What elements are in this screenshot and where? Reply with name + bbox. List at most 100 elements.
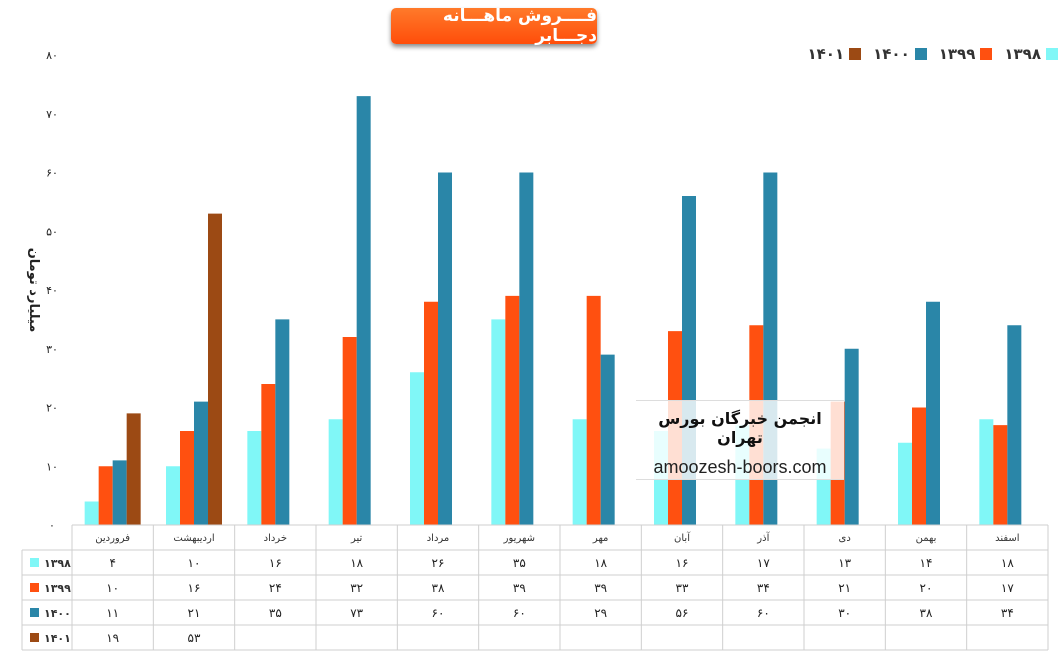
y-axis-label: میلیارد تومان xyxy=(26,248,41,333)
table-series-name: ۱۳۹۹ xyxy=(44,582,71,595)
data-label: ۱۸ xyxy=(350,556,363,570)
data-label: ۱۰ xyxy=(106,581,119,595)
data-label: ۷۳ xyxy=(350,606,363,620)
data-label: ۱۶ xyxy=(676,556,689,570)
bar xyxy=(342,337,357,525)
data-label: ۶۰ xyxy=(513,606,526,620)
legend-swatch xyxy=(914,48,927,60)
chart-title: فــــروش ماهـــانه دجـــابر xyxy=(391,6,597,46)
data-label: ۱۸ xyxy=(594,556,607,570)
bar xyxy=(247,431,262,525)
data-label: ۲۴ xyxy=(269,581,282,595)
y-tick-label: ۵۰ xyxy=(46,225,58,238)
legend-item: ۱۴۰۱ xyxy=(808,45,862,63)
x-tick-label: فروردین xyxy=(95,533,130,544)
bar xyxy=(261,384,276,525)
data-label: ۱۳ xyxy=(838,556,851,570)
data-label: ۳۸ xyxy=(920,606,933,620)
watermark: انجمن خبرگان بورس تهران amoozesh-boors.c… xyxy=(636,400,844,480)
table-series-name: ۱۴۰۰ xyxy=(44,607,71,620)
bar xyxy=(979,419,994,525)
watermark-url: amoozesh-boors.com xyxy=(653,457,827,477)
y-tick-label: ۰ xyxy=(49,519,55,532)
x-tick-label: خرداد xyxy=(264,533,287,544)
data-label: ۳۳ xyxy=(676,581,689,595)
bar xyxy=(898,442,912,525)
bar xyxy=(84,501,99,525)
bar xyxy=(166,466,180,525)
bar xyxy=(926,301,940,525)
data-label: ۳۹ xyxy=(513,581,526,595)
data-label: ۳۲ xyxy=(350,581,363,595)
bar xyxy=(572,419,587,525)
data-label: ۵۳ xyxy=(188,631,201,645)
data-label: ۲۱ xyxy=(838,581,851,595)
x-tick-label: آبان xyxy=(674,531,691,544)
bar xyxy=(275,319,290,525)
x-tick-label: مرداد xyxy=(427,533,450,544)
y-tick-label: ۷۰ xyxy=(46,108,58,121)
data-label: ۲۶ xyxy=(432,556,445,570)
legend-swatch xyxy=(849,48,862,60)
bar xyxy=(912,407,926,525)
y-tick-label: ۱۰ xyxy=(46,460,58,473)
bar xyxy=(519,172,534,525)
bar xyxy=(438,172,452,525)
bar xyxy=(424,301,438,525)
table-legend-swatch xyxy=(30,558,39,567)
bar xyxy=(1007,325,1022,525)
x-tick-label: اردیبهشت xyxy=(173,533,214,544)
legend-swatch xyxy=(980,48,993,60)
x-tick-label: اسفند xyxy=(995,533,1019,544)
x-tick-label: بهمن xyxy=(916,533,937,544)
data-label: ۳۴ xyxy=(1001,606,1014,620)
y-tick-label: ۴۰ xyxy=(46,284,58,297)
y-tick-label: ۲۰ xyxy=(46,402,58,415)
y-tick-label: ۳۰ xyxy=(46,343,58,356)
bar xyxy=(844,348,859,525)
legend-item: ۱۴۰۰ xyxy=(873,45,927,63)
data-label: ۶۰ xyxy=(432,606,445,620)
data-label: ۲۹ xyxy=(594,606,607,620)
bar xyxy=(112,460,127,525)
bar xyxy=(410,372,424,525)
data-label: ۳۹ xyxy=(594,581,607,595)
bar xyxy=(505,295,520,525)
y-tick-label: ۶۰ xyxy=(46,167,58,180)
x-tick-label: شهریور xyxy=(503,533,535,544)
bar xyxy=(586,295,601,525)
table-legend-swatch xyxy=(30,583,39,592)
data-label: ۱۶ xyxy=(269,556,282,570)
data-label: ۱۴ xyxy=(920,556,933,570)
bar xyxy=(491,319,506,525)
bar xyxy=(180,431,194,525)
data-label: ۶۰ xyxy=(757,606,770,620)
data-label: ۵۶ xyxy=(676,606,689,620)
data-label: ۱۸ xyxy=(1001,556,1014,570)
bar xyxy=(208,213,222,525)
data-label: ۲۰ xyxy=(920,581,933,595)
data-label: ۳۴ xyxy=(757,581,770,595)
data-label: ۳۰ xyxy=(838,606,851,620)
data-label: ۳۸ xyxy=(432,581,445,595)
bar xyxy=(328,419,343,525)
data-label: ۱۷ xyxy=(1001,581,1014,595)
x-tick-label: دی xyxy=(839,533,851,544)
data-label: ۱۶ xyxy=(188,581,201,595)
data-label: ۱۹ xyxy=(106,631,119,645)
x-tick-label: تیر xyxy=(350,533,363,544)
data-label: ۳۵ xyxy=(513,556,526,570)
watermark-title: انجمن خبرگان بورس تهران xyxy=(658,409,822,447)
x-tick-label: مهر xyxy=(592,533,608,544)
bar xyxy=(194,401,208,525)
legend-label: ۱۳۹۹ xyxy=(938,45,976,63)
data-label: ۴ xyxy=(109,556,115,570)
bar xyxy=(600,354,615,525)
data-label: ۱۷ xyxy=(757,556,770,570)
bar xyxy=(126,413,141,525)
table-legend-swatch xyxy=(30,608,39,617)
table-legend-swatch xyxy=(30,633,39,642)
table-series-name: ۱۴۰۱ xyxy=(44,632,71,645)
bar xyxy=(98,466,113,525)
